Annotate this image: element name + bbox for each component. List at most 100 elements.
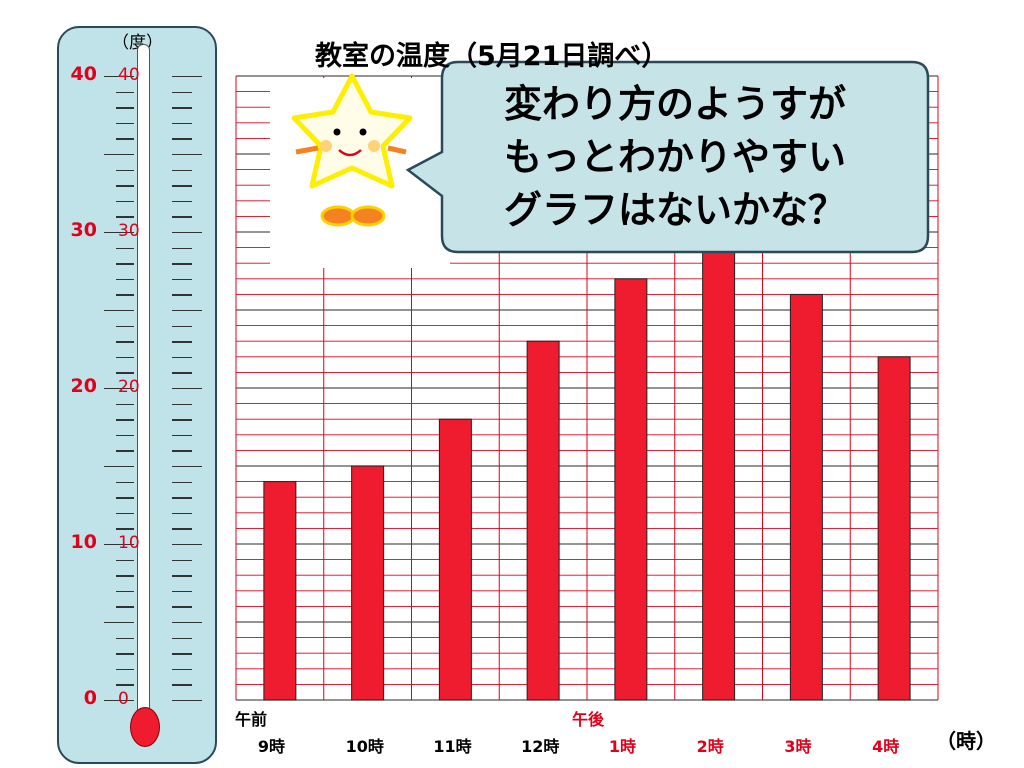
thermometer-tick [116, 606, 134, 608]
thermometer-tick [172, 310, 202, 312]
callout-text: 変わり方のようすが もっとわかりやすい グラフはないかな？ [445, 78, 905, 237]
thermometer-tick [172, 388, 202, 390]
thermometer-tick [172, 434, 192, 437]
thermometer-tick [116, 653, 134, 655]
x-tick-label: 12時 [521, 737, 560, 756]
thermometer-tick [116, 278, 134, 281]
thermometer-tick [172, 544, 202, 546]
thermometer-tick [104, 388, 134, 390]
thermometer-tick [116, 356, 134, 359]
thermometer-tick [172, 668, 192, 671]
thermometer-tick [116, 637, 134, 639]
thermometer-tick [116, 497, 134, 499]
thermometer-label: 30 [70, 219, 97, 241]
thermometer-tick [116, 91, 134, 93]
thermometer-label: 0 [118, 689, 129, 709]
thermometer-tick [116, 341, 134, 343]
thermometer-tick [104, 466, 134, 468]
thermometer-tick [116, 169, 134, 171]
thermometer-tick [104, 232, 134, 234]
thermometer-tick [116, 528, 134, 530]
thermometer-tick [172, 481, 192, 483]
thermometer-tick [172, 278, 192, 281]
thermometer-tick [104, 544, 134, 546]
thermometer-tick [172, 76, 202, 78]
thermometer-tick [172, 216, 192, 218]
bar [614, 278, 648, 701]
thermometer-tick [116, 481, 134, 483]
thermometer-tick [172, 232, 202, 234]
thermometer-tick [172, 107, 192, 109]
x-tick-label: 2時 [696, 737, 724, 756]
x-axis-unit: （時） [936, 729, 996, 753]
thermometer-tick [172, 700, 202, 702]
bar [351, 465, 385, 701]
thermometer-tick [172, 169, 192, 171]
thermometer-tick [172, 325, 192, 327]
thermometer-tick [116, 559, 134, 561]
thermometer-tick [116, 434, 134, 437]
thermometer-tick [172, 450, 192, 452]
am-label: 午前 [235, 710, 268, 729]
thermometer-tick [172, 497, 192, 499]
thermometer-tick [172, 590, 192, 593]
thermometer-tick [172, 122, 192, 125]
bar [702, 247, 736, 701]
bar [789, 293, 823, 701]
thermometer-label: 20 [118, 377, 140, 397]
thermometer-tick [172, 575, 192, 577]
callout-line: 変わり方のようすが [503, 82, 846, 126]
x-tick-label: 10時 [345, 737, 384, 756]
thermometer-tick [116, 138, 134, 140]
thermometer-tick [172, 622, 202, 624]
thermometer-tick [172, 185, 192, 187]
thermometer-label: 10 [118, 533, 140, 553]
thermometer-tick [116, 325, 134, 327]
bar [263, 481, 297, 701]
thermometer-tick [172, 512, 192, 515]
thermometer-tick [116, 575, 134, 577]
thermometer-tick [172, 466, 202, 468]
thermometer-tick [172, 637, 192, 639]
x-tick-label: 4時 [872, 737, 900, 756]
thermometer-bulb [130, 707, 160, 747]
thermometer-tick [116, 372, 134, 374]
callout-line: グラフはないかな？ [503, 188, 846, 232]
thermometer-tick [104, 310, 134, 312]
thermometer-tick [104, 154, 134, 156]
thermometer-label: 10 [70, 531, 97, 553]
thermometer-tick [116, 668, 134, 671]
thermometer-tick [172, 606, 192, 608]
thermometer-label: 20 [70, 375, 97, 397]
thermometer-tick [104, 700, 134, 702]
thermometer-tick [172, 684, 192, 686]
thermometer-tick [172, 356, 192, 359]
thermometer-tick [116, 200, 134, 203]
thermometer-label: 30 [118, 221, 140, 241]
thermometer-tick [172, 528, 192, 530]
callout-line: もっとわかりやすい [503, 135, 846, 179]
bar [526, 340, 560, 701]
thermometer-tick [104, 76, 134, 78]
thermometer-tick [116, 107, 134, 109]
thermometer-tick [116, 403, 134, 405]
chart-title: 教室の温度（5月21日調べ） [315, 41, 669, 72]
thermometer-tick [172, 419, 192, 421]
thermometer-tick [116, 185, 134, 187]
thermometer-tick [116, 263, 134, 265]
thermometer-tick [172, 247, 192, 249]
thermometer-tick [172, 403, 192, 405]
thermometer-tick [116, 419, 134, 421]
thermometer-tick [172, 154, 202, 156]
thermometer-tick [104, 622, 134, 624]
x-tick-label: 1時 [608, 737, 637, 756]
thermometer-tick [116, 450, 134, 452]
x-tick-label: 3時 [784, 737, 812, 756]
thermometer-label: 0 [83, 687, 97, 709]
thermometer-unit: （度） [112, 33, 163, 53]
thermometer-tick [172, 91, 192, 93]
star-mascot-icon [291, 73, 413, 227]
speech-bubble [405, 60, 930, 254]
thermometer-tick [172, 263, 192, 265]
